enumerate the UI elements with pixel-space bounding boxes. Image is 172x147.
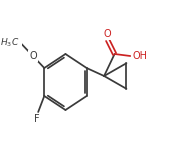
Text: O: O [29, 51, 37, 61]
Text: $H_3C$: $H_3C$ [0, 37, 19, 49]
Text: O: O [104, 29, 111, 39]
Text: OH: OH [132, 51, 147, 61]
Text: F: F [34, 114, 40, 124]
